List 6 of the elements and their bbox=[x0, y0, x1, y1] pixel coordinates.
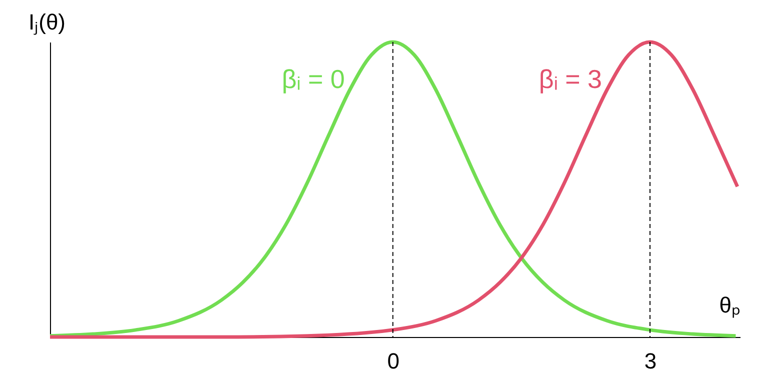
x-axis-title: θₚ bbox=[719, 292, 740, 318]
series-label: βᵢ = 3 bbox=[538, 64, 602, 94]
x-tick-label: 0 bbox=[387, 348, 400, 374]
series-label: βᵢ = 0 bbox=[282, 64, 345, 94]
x-tick-label: 3 bbox=[644, 348, 657, 374]
y-axis-title: Iⱼ(θ) bbox=[28, 10, 66, 36]
